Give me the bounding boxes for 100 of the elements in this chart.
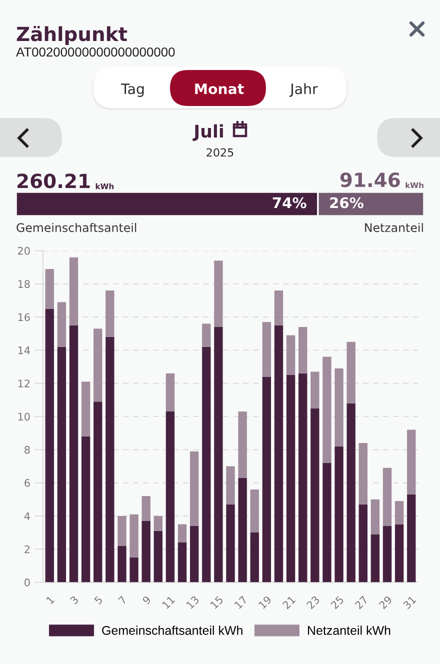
x-tick-label: 27 (354, 596, 368, 610)
text: 2025 (206, 148, 234, 157)
bar (407, 430, 416, 494)
chart-title: Zählpunkt (16, 26, 128, 46)
bar (45, 308, 54, 582)
x-tick-label: 13 (186, 596, 200, 610)
bar (394, 524, 404, 582)
series-label: Netzanteil (365, 222, 423, 232)
bar (69, 325, 78, 582)
bar (94, 402, 102, 582)
bar (57, 346, 66, 582)
x-tick-label: 7 (118, 596, 127, 604)
bar (190, 451, 199, 526)
y-tick-label: 12 (18, 380, 30, 388)
y-tick-label: 10 (18, 412, 30, 421)
x-tick-label: 17 (234, 596, 248, 609)
bar (118, 546, 126, 582)
bar (262, 322, 272, 377)
bar (370, 534, 380, 582)
data-label: 74% (272, 197, 306, 208)
bar (238, 412, 247, 478)
bar (382, 468, 392, 526)
x-tick-label: 15 (210, 596, 224, 610)
y-tick-label: 6 (24, 479, 30, 487)
bar (190, 526, 199, 582)
series-label: Gemeinschaftsanteil (16, 222, 136, 232)
bar (394, 501, 404, 524)
y-tick-label: 18 (18, 280, 30, 288)
bar (238, 478, 247, 582)
text: Juli (192, 124, 223, 141)
bar (334, 368, 344, 446)
bar (358, 504, 368, 582)
bar (142, 496, 150, 521)
bar (81, 436, 90, 582)
y-tick-label: 0 (24, 578, 30, 586)
bar (226, 466, 235, 504)
bar (57, 302, 66, 347)
x-tick-label: 3 (70, 596, 79, 605)
bar (298, 373, 308, 582)
x-tick-label: 5 (94, 596, 103, 605)
bar (69, 257, 78, 326)
text: Monat (195, 84, 244, 94)
y-tick-label: 20 (18, 246, 30, 255)
bar (81, 382, 90, 436)
bar (298, 326, 308, 374)
legend-label: Netzanteil kWh (308, 626, 390, 635)
bar (154, 530, 162, 582)
bar (334, 446, 344, 582)
bar (166, 412, 175, 582)
y-tick-label: 8 (24, 446, 30, 454)
legend-label: Gemeinschaftsanteil kWh (102, 626, 242, 635)
bar (214, 326, 223, 582)
bar (370, 499, 380, 534)
bar (407, 494, 416, 582)
bar (382, 526, 392, 582)
bar (202, 346, 211, 582)
bar (202, 324, 211, 347)
chart-subtitle: AT00200000000000000000 (16, 47, 175, 57)
bar (94, 328, 102, 402)
bar (262, 376, 272, 582)
text: 91.46 (340, 172, 400, 188)
bar (286, 375, 296, 582)
bar (178, 524, 187, 543)
x-tick-label: 25 (330, 596, 344, 610)
bar (346, 403, 356, 582)
bar (106, 336, 114, 582)
text: Tag (120, 84, 144, 97)
bar (130, 514, 138, 558)
bar (358, 443, 368, 504)
bar (118, 516, 126, 546)
data-label: 26% (330, 197, 364, 208)
bar (214, 260, 223, 327)
x-tick-label: 31 (402, 596, 416, 610)
bar (310, 372, 320, 408)
bar (322, 462, 332, 582)
x-tick-label: 9 (142, 595, 152, 605)
x-tick-label: 21 (282, 596, 296, 610)
y-tick-label: 16 (18, 313, 30, 322)
x-tick-label: 29 (378, 595, 392, 610)
bar (178, 542, 187, 582)
y-tick-label: 14 (18, 346, 30, 354)
x-tick-label: 23 (306, 596, 320, 610)
bar (322, 356, 332, 463)
bar (274, 325, 284, 582)
x-tick-label: 19 (258, 595, 272, 610)
bar (286, 335, 296, 376)
bar (310, 408, 320, 582)
y-tick-label: 2 (24, 545, 30, 554)
bar (166, 373, 175, 412)
bar (130, 557, 138, 582)
bar (154, 516, 162, 531)
text: Jahr (289, 83, 318, 97)
bar (106, 290, 114, 337)
text: 260.21 (18, 174, 90, 188)
x-tick-label: 11 (162, 596, 176, 609)
bar (142, 520, 150, 582)
bar (45, 268, 54, 309)
x-tick-label: 1 (46, 596, 55, 604)
bar (250, 489, 259, 533)
bar (274, 290, 284, 326)
